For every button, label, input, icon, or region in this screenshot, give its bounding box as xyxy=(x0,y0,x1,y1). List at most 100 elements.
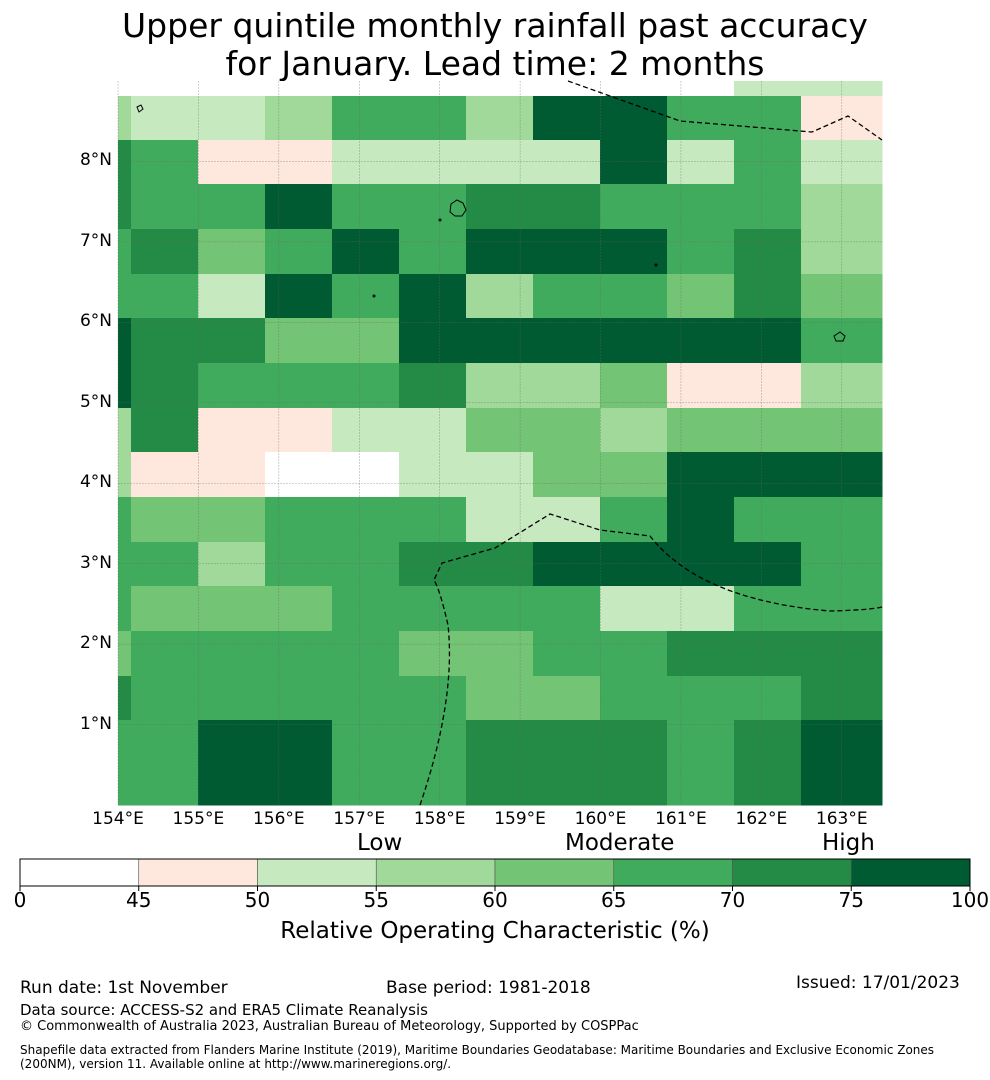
grid-cell xyxy=(801,631,869,677)
grid-cell xyxy=(198,96,266,141)
latitude-label: 4°N xyxy=(79,472,112,493)
grid-cell xyxy=(118,274,132,319)
grid-cell xyxy=(118,720,132,766)
colorbar-bin xyxy=(19,858,140,887)
grid-cell xyxy=(600,408,668,453)
grid-cell xyxy=(533,318,601,364)
colorbar-tick-label: 65 xyxy=(601,888,627,912)
grid-cell xyxy=(118,318,132,364)
grid-cell xyxy=(801,720,869,766)
grid-cell xyxy=(734,452,802,498)
grid-cell xyxy=(118,452,132,498)
grid-cell xyxy=(466,720,534,766)
grid-cell xyxy=(332,497,400,543)
colorbar-word-high: High xyxy=(822,830,875,856)
grid-cell xyxy=(399,765,467,806)
grid-cell xyxy=(533,408,601,453)
grid-cell xyxy=(332,452,400,498)
longitude-label: 159°E xyxy=(494,809,546,829)
grid-cell xyxy=(118,586,132,632)
colorbar-axis-label: Relative Operating Characteristic (%) xyxy=(280,918,710,944)
grid-cell xyxy=(868,542,883,587)
grid-cell xyxy=(466,229,534,275)
grid-cell xyxy=(801,96,869,141)
grid-cell xyxy=(466,81,534,97)
grid-cell xyxy=(868,274,883,319)
grid-cell xyxy=(801,497,869,543)
grid-cell xyxy=(332,765,400,806)
grid-cell xyxy=(533,586,601,632)
grid-cell xyxy=(466,408,534,453)
grid-cell xyxy=(265,184,333,230)
grid-cell xyxy=(667,274,735,319)
grid-cell xyxy=(332,631,400,677)
grid-cell xyxy=(265,676,333,721)
grid-cell xyxy=(118,140,132,185)
grid-cell xyxy=(533,631,601,677)
grid-cell xyxy=(600,229,668,275)
colorbar-bin xyxy=(613,858,733,887)
colorbar-word-moderate: Moderate xyxy=(565,830,675,856)
longitude-label: 163°E xyxy=(815,809,868,829)
grid-cell xyxy=(734,586,802,632)
colorbar-tick-label: 55 xyxy=(363,888,389,912)
colorbar-tick-label: 45 xyxy=(126,888,152,912)
grid-cell xyxy=(131,274,199,319)
grid-cell xyxy=(734,81,802,97)
grid-cell xyxy=(466,363,534,409)
grid-cell xyxy=(734,229,802,275)
grid-cell xyxy=(198,676,266,721)
grid-cell xyxy=(399,318,467,364)
island-coastline xyxy=(136,104,144,113)
run-date: Run date: 1st November xyxy=(20,978,228,998)
grid-cell xyxy=(600,631,668,677)
grid-cell xyxy=(533,184,601,230)
grid-cell xyxy=(801,408,869,453)
gridlines xyxy=(117,81,882,805)
grid-cell xyxy=(600,497,668,543)
grid-cell xyxy=(868,631,883,677)
grid-cell xyxy=(332,184,400,230)
grid-cell xyxy=(198,542,266,587)
grid-cell xyxy=(734,542,802,587)
grid-cell xyxy=(131,318,199,364)
longitude-label: 160°E xyxy=(574,809,627,829)
grid-cell xyxy=(600,542,668,587)
grid-cell xyxy=(466,274,534,319)
grid-cell xyxy=(131,140,199,185)
grid-cell xyxy=(332,229,400,275)
grid-cell xyxy=(118,676,132,721)
longitude-label: 155°E xyxy=(172,809,225,829)
grid-cell xyxy=(466,140,534,185)
grid-cell xyxy=(131,96,199,141)
grid-cell xyxy=(118,408,132,453)
map-title-line-2: for January. Lead time: 2 months xyxy=(225,44,765,83)
grid-cell xyxy=(868,318,883,364)
coastlines xyxy=(136,104,846,342)
grid-cell xyxy=(198,631,266,677)
grid-cell xyxy=(533,542,601,587)
grid-cell xyxy=(667,140,735,185)
grid-cell xyxy=(734,497,802,543)
grid-cell xyxy=(466,452,534,498)
colorbar-bin xyxy=(257,858,377,887)
grid-cell xyxy=(600,720,668,766)
grid-cell xyxy=(198,408,266,453)
grid-cell xyxy=(131,720,199,766)
grid-cell xyxy=(332,96,400,141)
colorbar-tick-label: 50 xyxy=(244,888,271,912)
grid-cell xyxy=(801,363,869,409)
grid-cell xyxy=(600,140,668,185)
grid-cell xyxy=(667,676,735,721)
colorbar-tick-label: 60 xyxy=(482,888,508,912)
island-coastline xyxy=(449,199,467,217)
grid-cell xyxy=(734,274,802,319)
grid-cell xyxy=(868,363,883,409)
shapefile-credit: Shapefile data extracted from Flanders M… xyxy=(20,1043,935,1071)
eez-boundary xyxy=(567,80,883,141)
grid-cell xyxy=(868,229,883,275)
grid-cell xyxy=(466,586,534,632)
latitude-label: 8°N xyxy=(79,150,112,171)
grid-cell xyxy=(131,542,199,587)
grid-cell xyxy=(198,765,266,806)
